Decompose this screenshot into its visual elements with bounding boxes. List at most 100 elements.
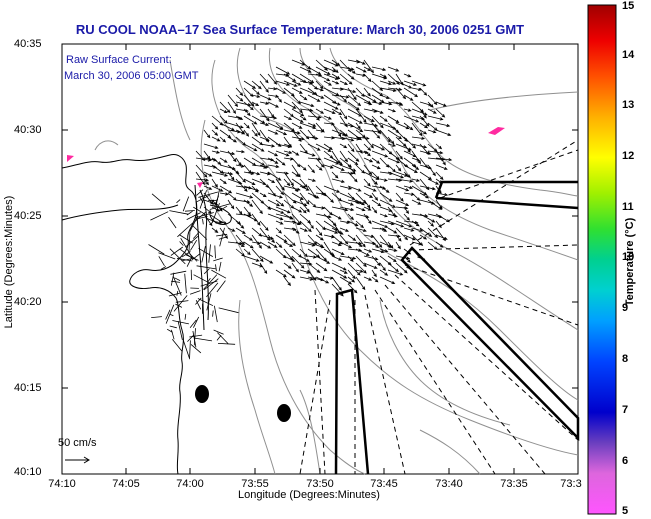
current-vector xyxy=(211,157,222,165)
current-vector xyxy=(371,276,379,283)
current-vector xyxy=(243,115,258,125)
current-vector xyxy=(387,220,405,228)
current-vector xyxy=(315,234,324,241)
current-vector xyxy=(355,241,363,248)
current-vector xyxy=(347,94,362,107)
current-vector xyxy=(363,115,375,122)
current-vector xyxy=(196,265,216,270)
current-vector xyxy=(363,129,382,134)
colorbar-tick: 15 xyxy=(622,0,635,12)
current-vector xyxy=(259,241,272,249)
current-vector xyxy=(363,213,372,225)
current-vector xyxy=(427,101,434,108)
current-vector xyxy=(189,340,191,360)
current-vector xyxy=(219,157,228,163)
current-vector xyxy=(411,122,423,137)
current-vector xyxy=(168,216,177,229)
current-vector xyxy=(243,241,254,249)
current-vector xyxy=(435,164,448,170)
current-vector xyxy=(379,73,388,78)
colorbar-tick: 13 xyxy=(622,99,635,111)
current-vector xyxy=(186,258,192,267)
current-vector xyxy=(339,199,354,206)
current-vector xyxy=(411,199,422,205)
current-vector xyxy=(175,303,183,308)
current-vector xyxy=(299,185,310,191)
current-vector xyxy=(267,213,284,221)
current-vector xyxy=(323,185,341,193)
current-vector xyxy=(363,157,374,163)
current-vector xyxy=(299,248,308,258)
current-vector xyxy=(419,213,436,223)
current-vector xyxy=(283,234,296,247)
current-vector xyxy=(207,277,211,283)
current-vector xyxy=(371,248,385,254)
current-vector xyxy=(307,87,318,96)
current-vector xyxy=(331,157,343,166)
current-vector xyxy=(323,73,339,80)
current-vector xyxy=(363,164,373,176)
current-vector xyxy=(347,269,356,280)
current-vector xyxy=(387,80,397,85)
current-vector xyxy=(199,190,207,209)
current-vector xyxy=(331,94,350,99)
current-vector xyxy=(235,115,244,120)
current-vector xyxy=(214,305,218,323)
current-vector xyxy=(283,248,294,261)
current-vector xyxy=(323,59,339,67)
current-vector xyxy=(307,66,322,75)
current-vector xyxy=(363,59,374,74)
current-vector xyxy=(435,241,444,248)
current-vector xyxy=(235,227,246,234)
current-vector xyxy=(206,293,212,311)
current-vector xyxy=(395,150,403,160)
current-vector xyxy=(178,234,194,244)
current-vector xyxy=(403,80,417,86)
current-vector xyxy=(307,122,317,127)
current-vector xyxy=(195,178,210,182)
current-vector xyxy=(267,241,278,248)
current-vector xyxy=(275,129,288,136)
x-tick-label: 73:45 xyxy=(370,478,398,490)
current-vector xyxy=(203,164,218,169)
current-vector xyxy=(251,213,261,226)
current-vector xyxy=(299,178,308,188)
current-vector xyxy=(283,262,292,269)
current-vector xyxy=(243,199,254,207)
current-vector xyxy=(419,192,430,199)
current-vector xyxy=(363,66,372,71)
current-vector xyxy=(267,199,281,207)
colorbar-tick: 14 xyxy=(622,49,635,61)
current-vector xyxy=(211,178,218,188)
current-vector xyxy=(291,227,300,234)
x-tick-label: 73:40 xyxy=(435,478,463,490)
current-vector xyxy=(387,87,403,91)
current-vector xyxy=(371,255,381,267)
current-vector xyxy=(339,220,351,224)
current-vector xyxy=(323,164,334,169)
current-vector xyxy=(395,262,408,274)
current-vector xyxy=(184,210,195,212)
current-vector xyxy=(299,101,315,107)
current-vector xyxy=(355,122,361,130)
scale-label: 50 cm/s xyxy=(58,437,97,449)
current-vector xyxy=(331,262,347,271)
current-vector xyxy=(243,101,254,111)
current-vector xyxy=(307,136,319,140)
current-vector xyxy=(331,164,345,171)
current-vector xyxy=(331,80,340,85)
current-vector xyxy=(371,178,378,185)
current-vector xyxy=(435,122,451,128)
current-vector xyxy=(371,241,379,249)
current-vector xyxy=(275,80,291,86)
current-vector xyxy=(355,136,370,140)
current-vector xyxy=(331,276,342,291)
current-vector xyxy=(267,192,283,199)
current-vector xyxy=(387,66,400,72)
current-vector xyxy=(347,185,362,192)
current-vector xyxy=(339,143,348,149)
current-vector xyxy=(419,108,427,119)
current-vector xyxy=(363,262,378,269)
x-tick-label: 73:3 xyxy=(560,478,582,490)
colorbar-tick: 12 xyxy=(622,150,635,162)
